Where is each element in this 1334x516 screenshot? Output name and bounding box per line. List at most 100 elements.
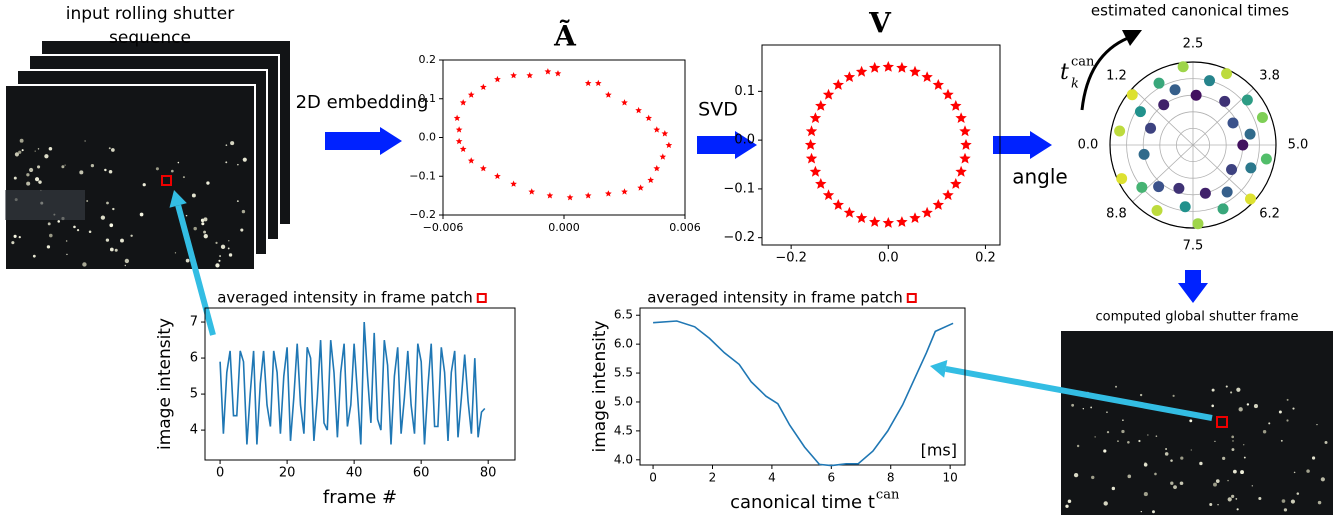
light-spot — [57, 220, 61, 223]
light-spot — [1251, 485, 1253, 487]
light-spot — [76, 228, 80, 232]
light-spot — [228, 240, 230, 242]
light-spot — [1231, 435, 1235, 439]
star-point — [665, 141, 673, 149]
star-point — [510, 72, 517, 79]
light-spot — [228, 253, 233, 257]
light-spot — [1268, 422, 1271, 425]
y-tick-label: 4.5 — [614, 423, 633, 437]
light-spot — [1231, 448, 1235, 452]
data-line — [653, 320, 954, 467]
light-spot — [1292, 407, 1295, 410]
star-point — [584, 79, 592, 87]
light-spot — [191, 193, 196, 198]
x-tick-label: 6 — [827, 471, 835, 485]
polar-point — [1227, 117, 1239, 129]
light-spot — [1076, 444, 1080, 448]
star-point — [822, 189, 835, 201]
light-spot — [1240, 470, 1244, 475]
light-spot — [1215, 479, 1220, 484]
polar-frame — [1109, 61, 1277, 229]
star-point — [882, 217, 894, 228]
light-spot — [139, 212, 144, 217]
light-spot — [79, 170, 84, 175]
star-point — [595, 79, 602, 87]
light-spot — [120, 238, 124, 243]
y-tick-label: −0.1 — [409, 169, 436, 182]
polar-point — [1256, 112, 1268, 124]
light-spot — [206, 181, 210, 185]
annotation-t: t — [1060, 60, 1069, 85]
light-spot — [1143, 462, 1148, 467]
star-point — [546, 192, 554, 199]
light-spot — [34, 177, 40, 182]
light-spot — [227, 247, 230, 250]
light-spot — [26, 173, 30, 177]
light-spot — [1211, 404, 1214, 408]
bg-block — [5, 190, 85, 220]
light-spot — [1227, 479, 1229, 482]
star-point — [510, 180, 517, 187]
light-spot — [109, 223, 114, 228]
light-spot — [1111, 486, 1116, 491]
star-point — [653, 126, 661, 133]
light-spot — [11, 241, 15, 245]
light-spot — [1152, 510, 1155, 514]
light-spot — [90, 164, 95, 168]
process-arrow — [1178, 270, 1208, 303]
light-spot — [1214, 440, 1216, 443]
frame-image — [4, 84, 256, 271]
x-tick-label: −0.2 — [775, 251, 807, 266]
light-spot — [84, 140, 86, 142]
light-spot — [1236, 387, 1241, 392]
star-point — [467, 91, 475, 98]
light-spot — [106, 201, 109, 205]
light-spot — [48, 146, 53, 151]
chart-title: averaged intensity in frame patch — [647, 289, 903, 307]
star-point — [526, 72, 533, 79]
star-point — [869, 61, 881, 73]
x-tick-label: 80 — [480, 466, 497, 481]
light-spot — [225, 144, 228, 146]
chart-title: averaged intensity in frame patch — [217, 289, 473, 307]
x-tick-label: 2 — [709, 471, 717, 485]
chart-title: V — [868, 7, 892, 40]
light-spot — [37, 148, 40, 150]
light-spot — [1117, 440, 1119, 443]
x-tick-label: 0.0 — [878, 251, 899, 266]
y-tick-label: −0.2 — [723, 230, 755, 245]
x-tick-label: 0.006 — [669, 221, 701, 234]
light-spot — [242, 157, 247, 162]
star-point — [815, 178, 827, 189]
light-spot — [1103, 501, 1108, 506]
input-label: input rolling shutter — [66, 4, 234, 24]
star-point — [882, 61, 894, 72]
angle-tick-label: 2.5 — [1183, 37, 1204, 52]
star-point — [909, 65, 921, 77]
light-spot — [1209, 502, 1213, 506]
light-spot — [1082, 408, 1084, 410]
star-point — [605, 190, 612, 197]
star-point — [809, 165, 822, 177]
polar-point — [1153, 77, 1165, 89]
star-point — [528, 188, 536, 195]
light-spot — [36, 165, 41, 169]
light-spot — [1173, 485, 1177, 490]
light-spot — [124, 264, 127, 267]
star-point — [942, 189, 954, 201]
light-spot — [203, 217, 208, 222]
light-spot — [1225, 385, 1228, 388]
light-spot — [218, 259, 221, 262]
light-spot — [66, 253, 68, 256]
y-tick-label: 6.5 — [614, 308, 633, 322]
light-spot — [1246, 403, 1250, 406]
y-tick-label: 6.0 — [614, 337, 633, 351]
angular-grid — [1132, 87, 1194, 146]
light-spot — [1262, 430, 1267, 434]
x-tick-label: 0.2 — [975, 251, 996, 266]
angle-label: angle — [1012, 165, 1068, 189]
light-spot — [1138, 439, 1141, 443]
curved-arrow — [1080, 36, 1129, 111]
star-point — [566, 194, 574, 201]
light-spot — [1122, 419, 1124, 422]
